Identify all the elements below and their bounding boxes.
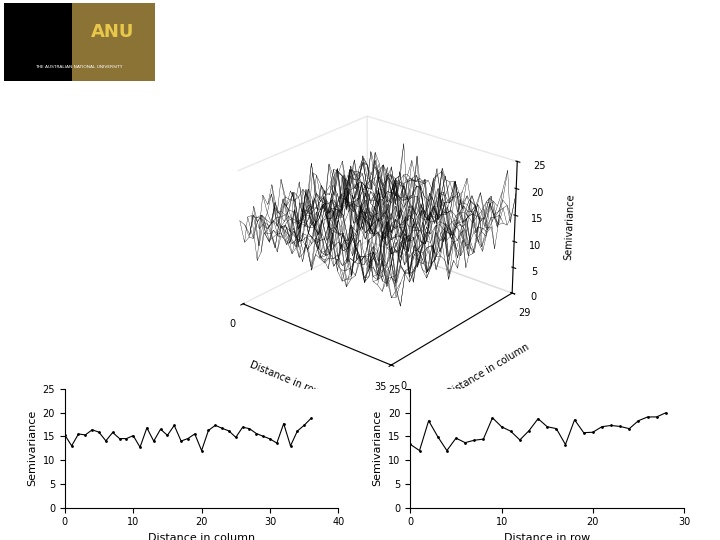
Text: Spring Barley uniformity trial: Spring Barley uniformity trial [266, 15, 612, 35]
Text: Baseline model: Baseline model [349, 55, 529, 75]
Bar [4, 3, 72, 81]
X-axis label: Distance in row: Distance in row [248, 360, 323, 398]
Text: THE AUSTRALIAN NATIONAL UNIVERSITY: THE AUSTRALIAN NATIONAL UNIVERSITY [35, 65, 123, 69]
Y-axis label: Semivariance: Semivariance [373, 410, 382, 487]
Bar [72, 3, 155, 81]
X-axis label: Distance in row: Distance in row [504, 533, 590, 540]
Y-axis label: Distance in column: Distance in column [446, 342, 531, 399]
Y-axis label: Semivariance: Semivariance [27, 410, 37, 487]
Text: ANU: ANU [91, 23, 134, 42]
X-axis label: Distance in column: Distance in column [148, 533, 255, 540]
